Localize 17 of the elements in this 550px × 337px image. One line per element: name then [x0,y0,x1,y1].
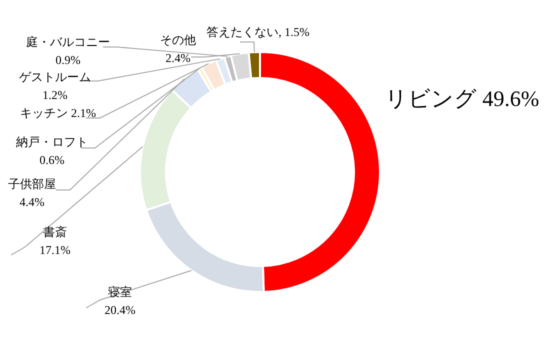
slice-label: ゲストルーム [19,70,91,84]
data-label: 0.6% [40,153,64,167]
slice-label: 庭・バルコニー [26,35,110,49]
slice-label: 子供部屋 [8,177,56,191]
slice-label: その他 [160,33,196,47]
data-label: 0.9% [56,53,80,67]
slice-label: リビング 49.6% [384,86,540,111]
slice-label: 納戸・ロフト [16,135,88,149]
data-label: 20.4% [104,303,136,317]
data-label: 4.4% [20,195,44,209]
data-label: 1.2% [42,88,68,102]
slice-label: 書斎 [43,225,67,239]
data-label: 2.4% [166,51,190,65]
data-label: 17.1% [40,243,70,257]
slice-label: 答えたくない, 1.5% [206,25,310,39]
slice-label: キッチン 2.1% [20,106,96,120]
slice-label: 寝室 [108,285,132,299]
